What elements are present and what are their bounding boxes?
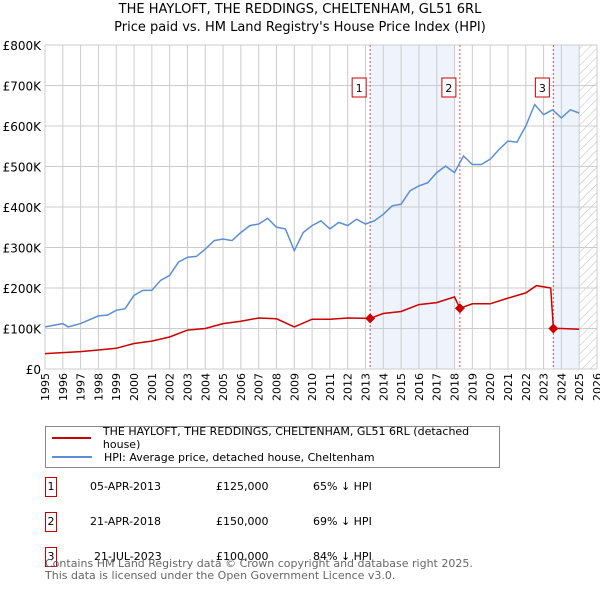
x-tick-label: 2000 [128, 373, 141, 401]
x-tick-label: 2024 [555, 373, 568, 401]
x-tick-label: 2008 [270, 373, 283, 401]
x-tick-label: 2012 [342, 373, 355, 401]
x-tick-label: 2002 [164, 373, 177, 401]
x-tick-label: 1997 [75, 373, 88, 401]
x-tick-label: 2020 [484, 373, 497, 401]
legend-label: HPI: Average price, detached house, Chel… [104, 450, 375, 464]
y-tick-label: £800K [3, 39, 43, 53]
hpi-line [44, 103, 580, 328]
x-tick-label: 2006 [235, 373, 248, 401]
marker-label: 3 [539, 82, 546, 95]
marker-badge [351, 77, 367, 98]
x-tick-label: 2021 [502, 373, 515, 401]
footer-licence: This data is licensed under the Open Gov… [45, 569, 396, 582]
y-tick-label: £300K [3, 242, 43, 256]
x-tick-label: 2014 [377, 373, 390, 401]
legend: THE HAYLOFT, THE REDDINGS, CHELTENHAM, G… [45, 425, 500, 468]
transaction-row: 2 21-APR-2018 £150,000 69% ↓ HPI [45, 512, 465, 532]
y-tick-label: £700K [3, 80, 43, 94]
transaction-hpi: 65% ↓ HPI [313, 480, 372, 493]
transaction-price: £125,000 [216, 480, 269, 493]
x-tick-label: 2004 [199, 373, 212, 401]
y-tick-label: £500K [3, 161, 43, 175]
y-tick-label: £100K [3, 323, 43, 337]
x-tick-label: 1996 [57, 373, 70, 401]
transaction-hpi: 84% ↓ HPI [313, 550, 372, 563]
footer-copyright: Contains HM Land Registry data © Crown c… [45, 557, 473, 570]
marker-badge [441, 77, 457, 98]
transaction-row: 3 21-JUL-2023 £100,000 84% ↓ HPI [45, 547, 465, 567]
x-tick-label: 2017 [431, 373, 444, 401]
transaction-price: £150,000 [216, 515, 269, 528]
legend-label: THE HAYLOFT, THE REDDINGS, CHELTENHAM, G… [102, 425, 470, 451]
x-tick-label: 2013 [360, 373, 373, 401]
x-tick-label: 2007 [253, 373, 266, 401]
x-tick-label: 2009 [288, 373, 301, 401]
transaction-row: 1 05-APR-2013 £125,000 65% ↓ HPI [45, 477, 465, 497]
property-price-line [44, 284, 580, 355]
marker-label: 2 [445, 82, 452, 95]
price-chart: 1995 1996 1997 1998 1999 2000 2001 2002 2003 2004… [3, 39, 600, 401]
x-tick-label: 1998 [92, 373, 105, 401]
x-tick-label: 2001 [146, 373, 159, 401]
transaction-badge: 3 [45, 547, 57, 567]
x-tick-label: 2005 [217, 373, 230, 401]
x-tick-label: 2025 [573, 373, 586, 401]
transaction-date: 21-APR-2018 [90, 515, 162, 528]
chart-title: THE HAYLOFT, THE REDDINGS, CHELTENHAM, G… [118, 2, 482, 17]
transaction-hpi: 69% ↓ HPI [313, 515, 372, 528]
x-tick-label: 1995 [39, 373, 52, 401]
transaction-date: 21-JUL-2023 [94, 550, 162, 563]
sale-point [454, 303, 465, 314]
x-tick-label: 2023 [538, 373, 551, 401]
y-tick-label: £600K [3, 120, 43, 134]
transaction-badge: 1 [45, 477, 57, 497]
legend-swatch-red [52, 437, 91, 439]
legend-item-property: THE HAYLOFT, THE REDDINGS, CHELTENHAM, G… [52, 425, 499, 451]
y-tick-label: £0 [26, 363, 41, 377]
marker-badge [534, 77, 550, 98]
x-tick-label: 2003 [181, 373, 194, 401]
transaction-date: 05-APR-2013 [90, 480, 162, 493]
y-tick-label: £400K [3, 201, 43, 215]
x-tick-label: 2016 [413, 373, 426, 401]
chart-subtitle: Price paid vs. HM Land Registry's House … [114, 20, 486, 35]
y-tick-label: £200K [3, 282, 43, 296]
legend-swatch-blue [52, 456, 92, 458]
transaction-badge: 2 [45, 512, 57, 532]
x-tick-label: 2018 [449, 373, 462, 401]
x-tick-label: 2010 [306, 373, 319, 401]
legend-item-hpi: HPI: Average price, detached house, Chel… [52, 449, 375, 465]
sale-point [365, 313, 376, 324]
x-tick-label: 2026 [591, 373, 600, 401]
footer: Contains HM Land Registry data © Crown c… [45, 558, 473, 582]
x-tick-label: 2015 [395, 373, 408, 401]
sale-point [548, 323, 559, 334]
transaction-price: £100,000 [216, 550, 269, 563]
marker-label: 1 [356, 82, 363, 95]
x-tick-label: 1999 [110, 373, 123, 401]
x-tick-label: 2022 [520, 373, 533, 401]
x-tick-label: 2011 [324, 373, 337, 401]
x-tick-label: 2019 [466, 373, 479, 401]
